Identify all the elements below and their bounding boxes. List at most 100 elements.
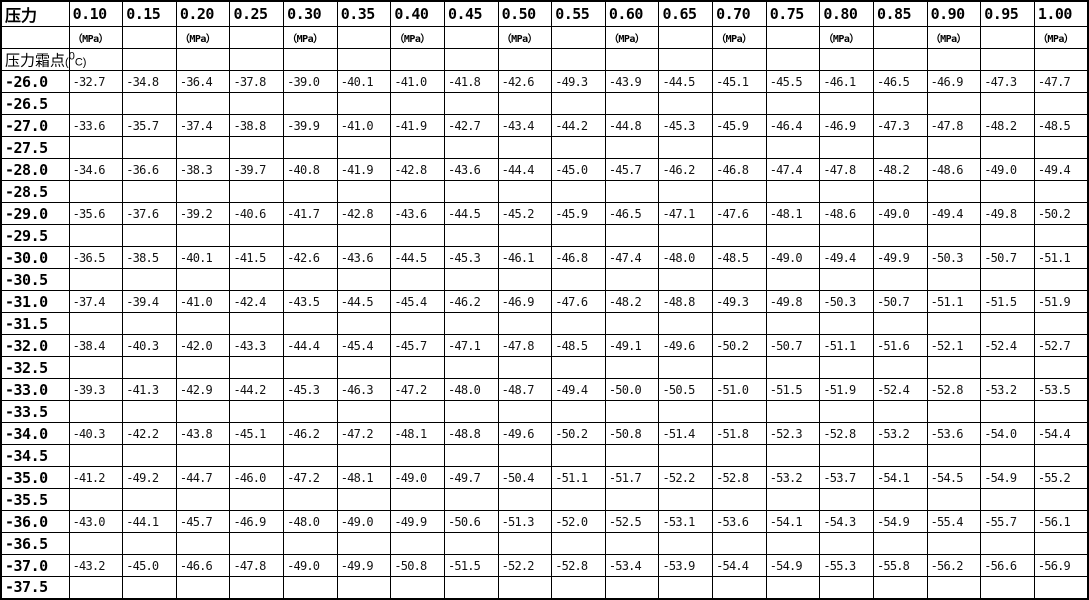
data-cell: -53.2 xyxy=(765,466,821,489)
data-cell xyxy=(175,488,231,511)
dewpoint-caption-blank xyxy=(283,48,338,71)
data-cell: -54.9 xyxy=(765,554,821,577)
data-cell: -47.3 xyxy=(980,70,1035,93)
data-cell xyxy=(980,268,1035,291)
data-cell xyxy=(283,312,338,335)
data-cell: -41.9 xyxy=(336,158,392,181)
data-cell xyxy=(390,136,445,159)
dewpoint-caption-main: 压力霜点 xyxy=(5,52,66,69)
data-cell xyxy=(765,92,821,115)
data-cell xyxy=(229,356,285,379)
data-cell xyxy=(712,92,767,115)
data-cell: -37.6 xyxy=(122,202,177,225)
data-cell: -52.3 xyxy=(765,422,821,445)
data-cell xyxy=(872,444,928,467)
data-cell xyxy=(229,532,285,555)
data-cell: -49.0 xyxy=(980,158,1035,181)
data-cell: -40.1 xyxy=(336,70,392,93)
data-cell xyxy=(1033,92,1089,115)
data-cell: -52.5 xyxy=(604,510,660,533)
data-cell: -50.8 xyxy=(390,554,445,577)
data-cell: -40.1 xyxy=(175,246,231,269)
data-cell xyxy=(872,488,928,511)
data-cell xyxy=(604,136,660,159)
data-cell xyxy=(443,224,499,247)
data-cell xyxy=(872,400,928,423)
data-cell xyxy=(1033,312,1089,335)
column-header-pressure: 0.70 xyxy=(712,0,767,27)
data-cell xyxy=(604,224,660,247)
row-header-dewpoint: -30.0 xyxy=(0,246,70,269)
data-cell xyxy=(68,444,124,467)
data-cell: -51.9 xyxy=(1033,290,1089,313)
data-cell: -45.4 xyxy=(336,334,392,357)
data-cell: -41.0 xyxy=(175,290,231,313)
data-cell xyxy=(765,400,821,423)
column-header-pressure: 0.35 xyxy=(336,0,392,27)
unit-cell-blank xyxy=(229,26,285,49)
row-header-dewpoint: -30.5 xyxy=(0,268,70,291)
table-row: -30.5 xyxy=(0,268,1089,291)
data-cell xyxy=(980,532,1035,555)
data-cell xyxy=(497,400,553,423)
data-cell xyxy=(712,488,767,511)
data-cell xyxy=(122,356,177,379)
data-cell: -54.3 xyxy=(819,510,874,533)
row-header-dewpoint: -35.0 xyxy=(0,466,70,489)
data-cell xyxy=(872,224,928,247)
data-cell xyxy=(604,356,660,379)
row-header-dewpoint: -28.0 xyxy=(0,158,70,181)
data-cell xyxy=(1033,224,1089,247)
data-cell: -45.7 xyxy=(604,158,660,181)
data-cell: -46.2 xyxy=(283,422,338,445)
data-cell: -47.2 xyxy=(283,466,338,489)
data-cell xyxy=(336,400,392,423)
data-cell xyxy=(658,312,714,335)
dewpoint-caption-celsius: C xyxy=(74,56,83,68)
data-cell xyxy=(872,180,928,203)
data-cell: -39.3 xyxy=(68,378,124,401)
data-cell: -46.6 xyxy=(175,554,231,577)
data-cell: -51.0 xyxy=(712,378,767,401)
column-header-pressure: 0.10 xyxy=(68,0,124,27)
column-header-pressure: 0.60 xyxy=(604,0,660,27)
data-cell xyxy=(872,312,928,335)
data-cell: -53.5 xyxy=(1033,378,1089,401)
header-row-pressure: 压力 0.10 0.15 0.20 0.25 0.30 0.35 0.40 0.45 0.50 0.… xyxy=(0,0,1089,27)
data-cell: -39.2 xyxy=(175,202,231,225)
data-cell xyxy=(336,532,392,555)
unit-cell-mpa: （MPa） xyxy=(604,26,660,49)
data-cell: -52.7 xyxy=(1033,334,1089,357)
data-cell: -43.4 xyxy=(497,114,553,137)
data-cell: -34.6 xyxy=(68,158,124,181)
data-cell: -35.7 xyxy=(122,114,177,137)
data-cell xyxy=(819,532,874,555)
data-cell xyxy=(229,312,285,335)
data-cell xyxy=(390,532,445,555)
table-row: -32.5 xyxy=(0,356,1089,379)
data-cell xyxy=(551,532,606,555)
column-header-pressure: 0.45 xyxy=(443,0,499,27)
table-row: -32.0 -38.4 -40.3 -42.0 -43.3 -44.4 -45.4 -45.7… xyxy=(0,334,1089,357)
data-cell: -41.0 xyxy=(336,114,392,137)
dewpoint-caption-blank xyxy=(980,48,1035,71)
data-cell xyxy=(980,400,1035,423)
data-cell: -42.8 xyxy=(390,158,445,181)
data-cell: -48.0 xyxy=(443,378,499,401)
data-cell: -43.2 xyxy=(68,554,124,577)
data-cell xyxy=(604,400,660,423)
data-cell: -46.4 xyxy=(765,114,821,137)
data-cell xyxy=(551,92,606,115)
data-cell xyxy=(175,356,231,379)
data-cell: -53.2 xyxy=(872,422,928,445)
data-cell: -46.0 xyxy=(229,466,285,489)
data-cell xyxy=(712,400,767,423)
data-cell: -44.7 xyxy=(175,466,231,489)
data-cell: -34.8 xyxy=(122,70,177,93)
data-cell: -43.6 xyxy=(336,246,392,269)
data-cell xyxy=(68,136,124,159)
dewpoint-caption-blank xyxy=(658,48,714,71)
data-cell xyxy=(926,488,982,511)
dewpoint-caption-text: 压力霜点(0C) xyxy=(5,49,86,70)
data-cell xyxy=(872,356,928,379)
